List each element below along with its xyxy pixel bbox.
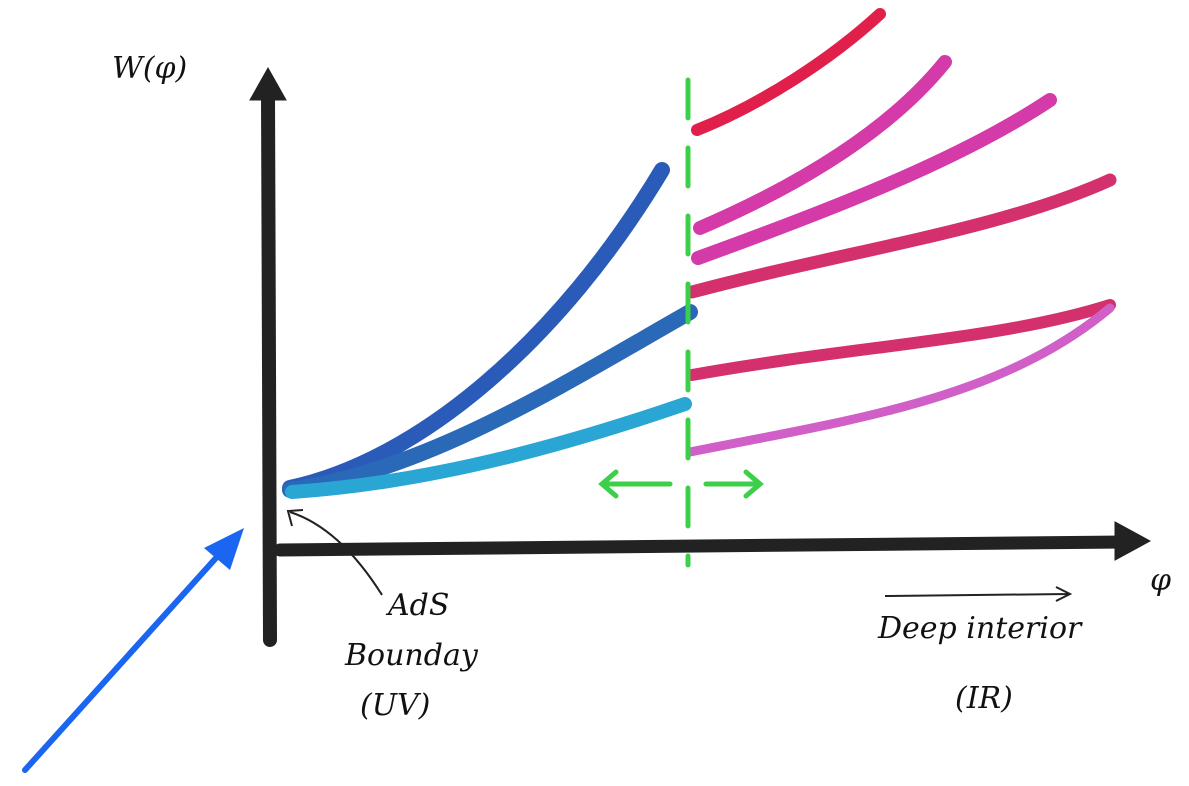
y-axis xyxy=(268,95,270,640)
uv-label: (UV) xyxy=(360,688,430,723)
ir-label: Deep interior xyxy=(877,611,1083,646)
uv-label: Bounday xyxy=(344,638,479,673)
uv-label: AdS xyxy=(385,588,449,623)
ir-label: (IR) xyxy=(955,681,1013,716)
diagram: W(φ) φ AdS Bounday (UV) Deep interior (I… xyxy=(0,0,1189,786)
y-axis-label: W(φ) xyxy=(112,51,187,86)
x-axis xyxy=(280,542,1125,550)
x-axis-label: φ xyxy=(1150,563,1171,598)
